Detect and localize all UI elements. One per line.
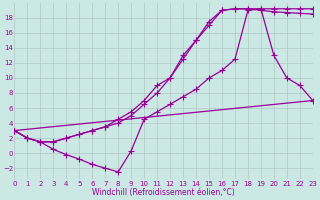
- X-axis label: Windchill (Refroidissement éolien,°C): Windchill (Refroidissement éolien,°C): [92, 188, 235, 197]
